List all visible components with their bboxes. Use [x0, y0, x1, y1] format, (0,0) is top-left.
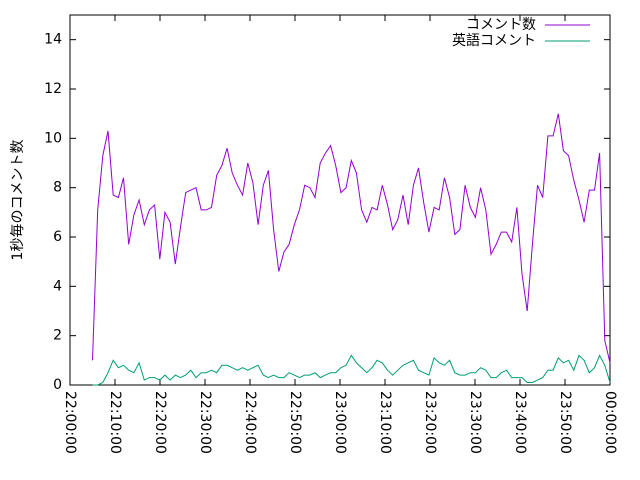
plot-frame [69, 14, 611, 386]
y-tick-label: 2 [53, 328, 62, 344]
series-line [92, 113, 611, 363]
x-tick-label: 22:10:00 [107, 391, 123, 454]
y-tick-label: 0 [53, 377, 62, 393]
x-tick-label: 23:20:00 [422, 391, 438, 454]
y-tick-label: 14 [44, 32, 62, 48]
x-tick-label: 22:30:00 [197, 391, 213, 454]
x-tick-label: 23:10:00 [377, 391, 393, 454]
x-tick-label: 22:40:00 [242, 391, 258, 454]
y-tick-label: 6 [53, 229, 62, 245]
y-tick-label: 4 [53, 278, 62, 294]
x-tick-label: 22:00:00 [62, 391, 78, 454]
x-tick-label: 23:50:00 [557, 391, 573, 454]
x-tick-label: 22:50:00 [287, 391, 303, 454]
y-tick-label: 8 [53, 180, 62, 196]
x-tick-label: 22:20:00 [152, 391, 168, 454]
x-tick-label: 23:00:00 [332, 391, 348, 454]
x-tick-label: 23:30:00 [467, 391, 483, 454]
legend-label: コメント数 [466, 17, 536, 33]
x-tick-label: 23:40:00 [512, 391, 528, 454]
y-axis-label: 1秒毎のコメント数 [10, 140, 26, 261]
y-tick-label: 12 [44, 81, 62, 97]
y-tick-label: 10 [44, 130, 62, 146]
series-line [92, 354, 611, 386]
legend-label: 英語コメント [452, 32, 536, 49]
x-tick-label: 00:00:00 [602, 391, 618, 454]
